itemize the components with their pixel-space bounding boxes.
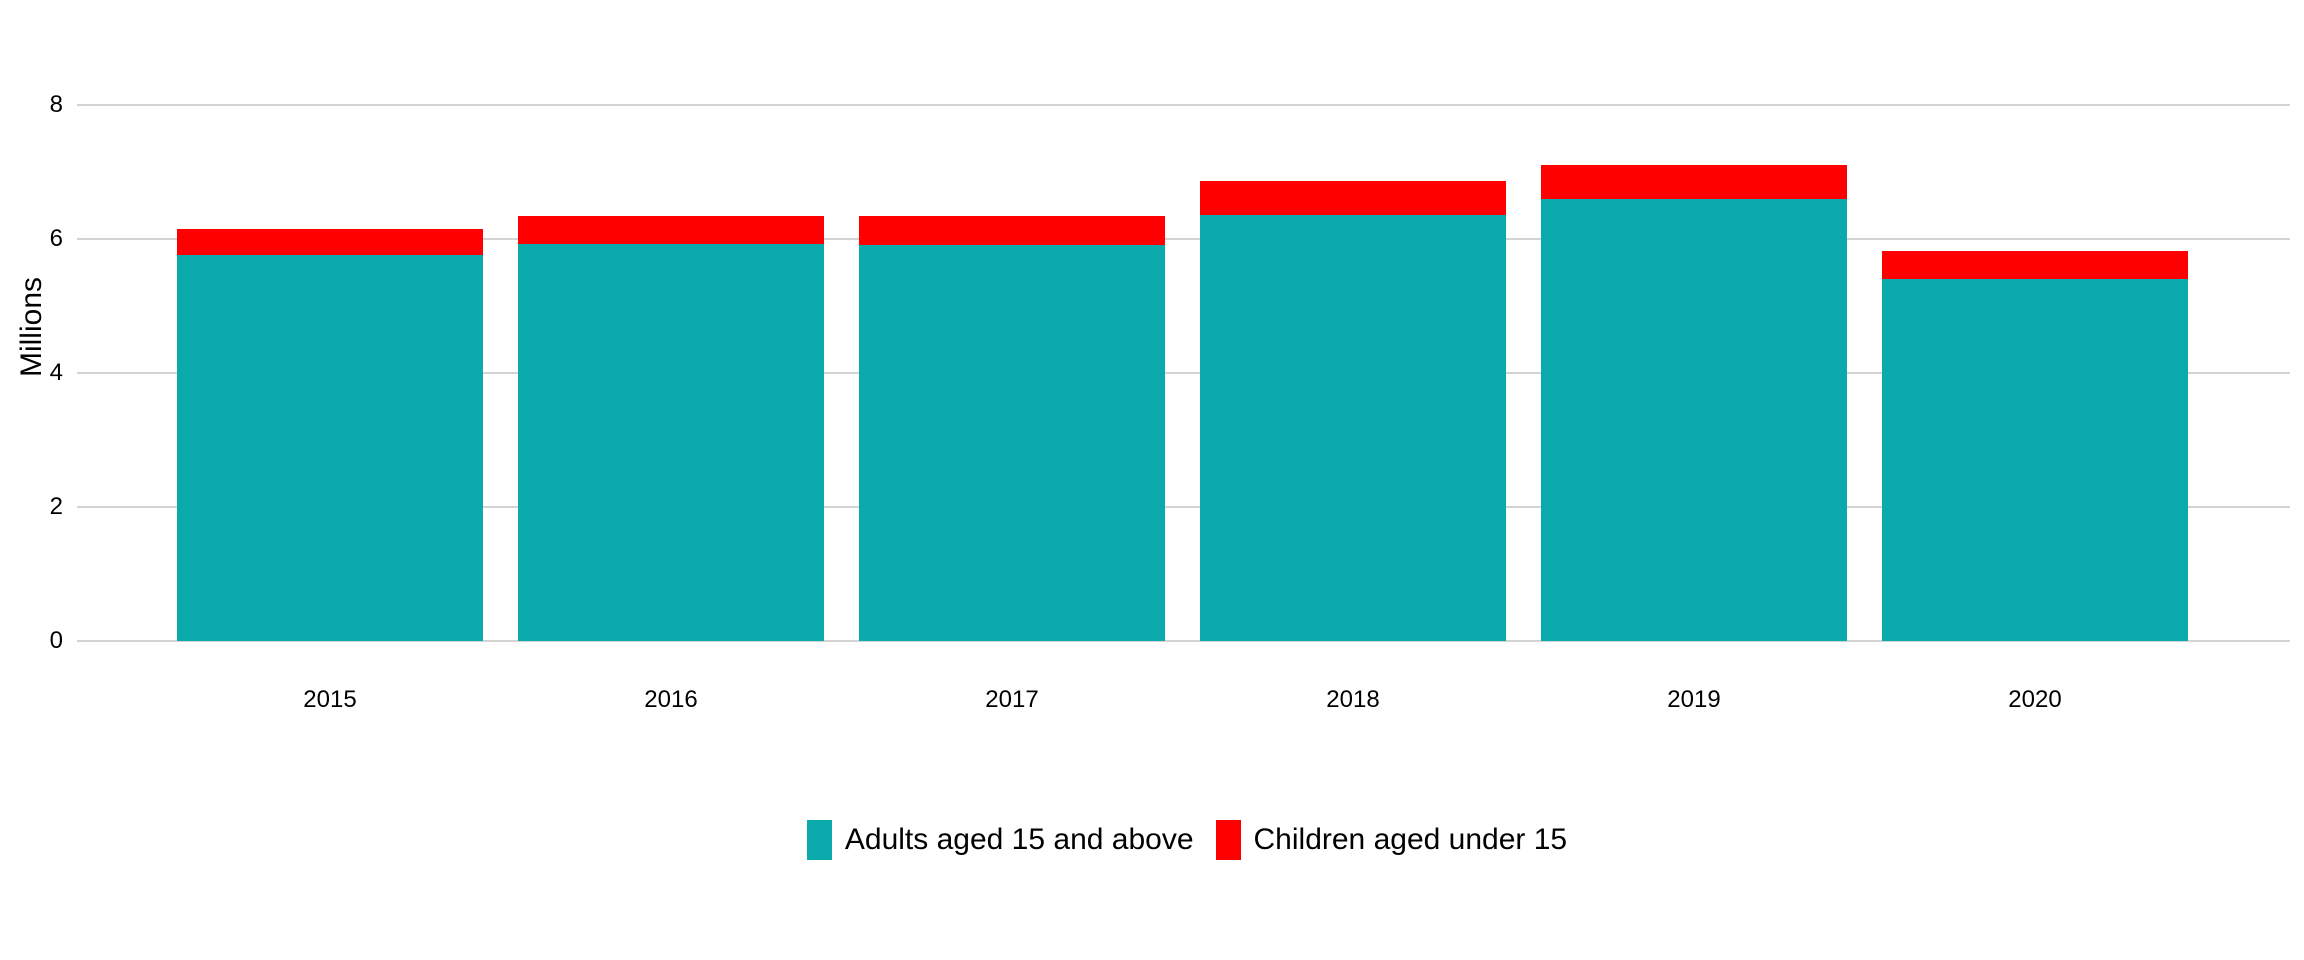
x-tick-label: 2019 (1667, 686, 1721, 713)
bar-segment-children-2020 (1882, 251, 2188, 279)
legend-label: Adults aged 15 and above (844, 823, 1194, 856)
bar-2020 (1882, 251, 2188, 641)
bar-segment-adults-2015 (177, 255, 483, 641)
y-tick-label: 0 (49, 627, 63, 654)
bar-segment-adults-2018 (1200, 214, 1506, 641)
bar-segment-adults-2019 (1541, 198, 1847, 641)
bar-2019 (1541, 164, 1847, 641)
bar-segment-children-2015 (177, 228, 483, 256)
bar-segment-children-2019 (1541, 164, 1847, 199)
bar-segment-children-2018 (1200, 180, 1506, 215)
bar-segment-adults-2016 (518, 244, 824, 641)
bar-2016 (518, 215, 824, 641)
bar-segment-adults-2020 (1882, 278, 2188, 641)
y-tick-label: 8 (49, 91, 63, 118)
gridline (77, 372, 2290, 374)
bar-2018 (1200, 180, 1506, 641)
y-tick-label: 6 (49, 225, 63, 252)
y-tick-label: 2 (49, 493, 63, 520)
legend-swatch-icon (806, 820, 832, 860)
legend-swatch-icon (1215, 820, 1241, 860)
gridline (77, 506, 2290, 508)
x-tick-label: 2020 (2008, 686, 2062, 713)
bar-2017 (859, 216, 1165, 641)
x-tick-label: 2015 (303, 686, 357, 713)
bar-segment-adults-2017 (859, 245, 1165, 641)
legend: Adults aged 15 and above Children aged un… (0, 820, 2304, 860)
legend-item-children: Children aged under 15 (1215, 820, 1568, 860)
x-tick-label: 2018 (1326, 686, 1380, 713)
bar-2015 (177, 228, 483, 641)
gridline (77, 640, 2290, 642)
y-tick-label: 4 (49, 359, 63, 386)
gridline (77, 238, 2290, 240)
legend-label: Children aged under 15 (1253, 823, 1568, 856)
gridline (77, 104, 2290, 106)
bar-segment-children-2017 (859, 216, 1165, 246)
bar-segment-children-2016 (518, 215, 824, 245)
plot-area (77, 104, 2290, 642)
legend-item-adults: Adults aged 15 and above (806, 820, 1194, 860)
x-tick-label: 2016 (644, 686, 698, 713)
x-tick-label: 2017 (985, 686, 1039, 713)
